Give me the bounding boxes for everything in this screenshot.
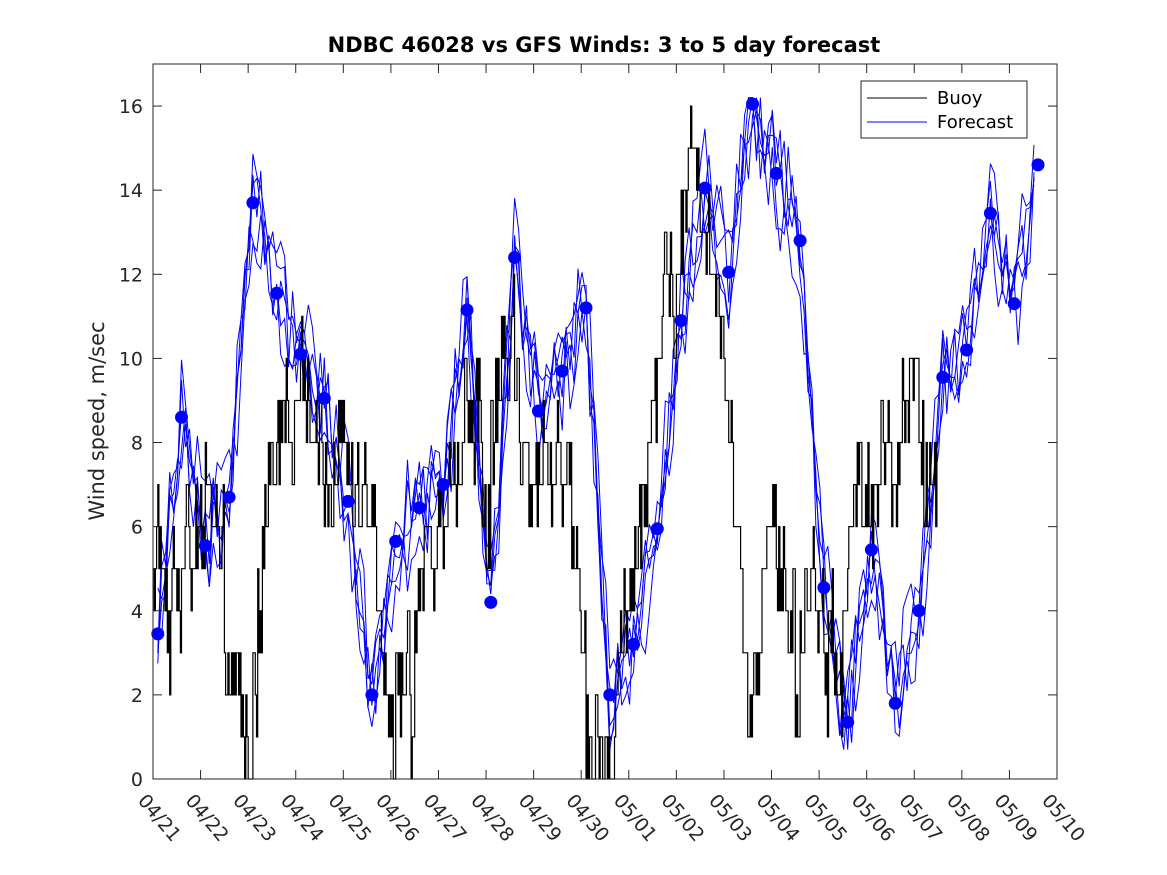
plot-area bbox=[151, 96, 1045, 780]
forecast-marker-2 bbox=[175, 410, 188, 424]
y-tick-label: 10 bbox=[119, 348, 143, 370]
legend-box bbox=[860, 80, 1028, 139]
forecast-marker-23 bbox=[674, 314, 688, 328]
axes-box bbox=[152, 63, 1058, 780]
forecast-marker-9 bbox=[341, 494, 355, 508]
legend-label-forecast: Forecast bbox=[937, 112, 1013, 133]
y-tick-label: 6 bbox=[131, 517, 143, 539]
forecast-marker-26 bbox=[746, 97, 759, 111]
forecast-marker-21 bbox=[627, 637, 640, 651]
forecast-marker-10 bbox=[365, 688, 379, 702]
buoy-line bbox=[153, 105, 939, 780]
forecast-marker-32 bbox=[888, 696, 902, 710]
y-tick-label: 12 bbox=[119, 264, 143, 286]
chart-title: NDBC 46028 vs GFS Winds: 3 to 5 day fore… bbox=[328, 33, 881, 57]
forecast-marker-18 bbox=[555, 364, 569, 378]
forecast-marker-31 bbox=[864, 543, 878, 557]
forecast-marker-8 bbox=[317, 391, 331, 405]
y-tick-label: 8 bbox=[131, 433, 143, 455]
forecast-marker-22 bbox=[650, 522, 664, 536]
forecast-marker-37 bbox=[1007, 297, 1021, 311]
forecast-marker-14 bbox=[460, 303, 474, 317]
y-tick-label: 2 bbox=[131, 685, 143, 707]
forecast-marker-6 bbox=[270, 286, 284, 300]
forecast-marker-4 bbox=[222, 490, 236, 504]
forecast-marker-20 bbox=[603, 688, 617, 702]
forecast-marker-15 bbox=[484, 595, 498, 609]
forecast-marker-29 bbox=[817, 581, 831, 595]
forecast-marker-24 bbox=[698, 181, 712, 195]
forecast-marker-36 bbox=[983, 206, 997, 220]
legend-label-buoy: Buoy bbox=[937, 88, 983, 109]
y-tick-label: 0 bbox=[131, 769, 143, 791]
forecast-marker-38 bbox=[1031, 158, 1045, 172]
forecast-marker-1 bbox=[151, 627, 165, 641]
forecast-marker-5 bbox=[246, 196, 260, 210]
forecast-line-run-5 bbox=[157, 96, 1035, 718]
forecast-marker-19 bbox=[579, 301, 593, 315]
forecast-marker-3 bbox=[198, 539, 212, 553]
forecast-marker-30 bbox=[841, 715, 855, 729]
y-tick-label: 16 bbox=[119, 96, 143, 118]
forecast-marker-34 bbox=[936, 370, 950, 384]
forecast-marker-17 bbox=[531, 404, 545, 418]
forecast-marker-7 bbox=[294, 347, 307, 361]
forecast-marker-35 bbox=[960, 343, 974, 357]
forecast-marker-16 bbox=[508, 251, 522, 264]
legend: Buoy Forecast bbox=[860, 80, 1028, 139]
forecast-marker-33 bbox=[912, 604, 926, 618]
y-tick-label: 14 bbox=[119, 180, 143, 202]
forecast-marker-28 bbox=[793, 234, 807, 248]
y-axis-label: Wind speed, m/sec bbox=[85, 321, 109, 520]
forecast-marker-12 bbox=[412, 501, 426, 515]
y-tick-label: 4 bbox=[131, 601, 143, 623]
forecast-marker-11 bbox=[389, 534, 403, 548]
forecast-marker-13 bbox=[436, 478, 450, 492]
forecast-marker-27 bbox=[769, 166, 783, 180]
forecast-marker-25 bbox=[722, 265, 736, 279]
